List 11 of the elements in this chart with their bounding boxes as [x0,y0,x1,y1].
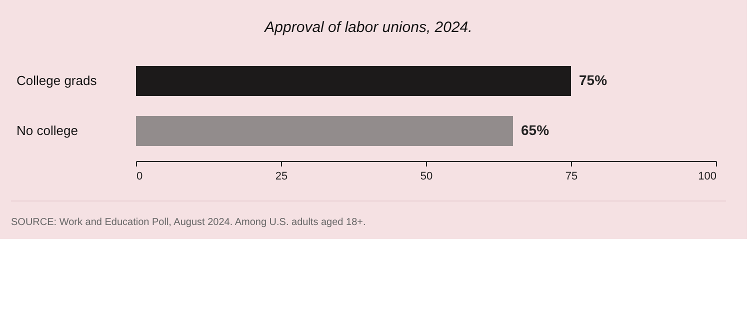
chart-title: Approval of labor unions, 2024. [264,19,472,36]
source-note: SOURCE: Work and Education Poll, August 2024. Among U.S. adults aged 18+. [11,217,366,228]
x-tick-label: 75 [565,170,578,182]
data-label: 65% [521,122,550,138]
x-tick-label: 100 [698,170,716,182]
y-tick-label: No college [16,123,78,138]
y-tick-label: College grads [16,73,98,88]
x-tick-label: 0 [136,170,143,182]
data-label: 75% [579,72,608,88]
x-tick-label: 50 [420,170,433,182]
x-tick-label: 25 [275,170,288,182]
